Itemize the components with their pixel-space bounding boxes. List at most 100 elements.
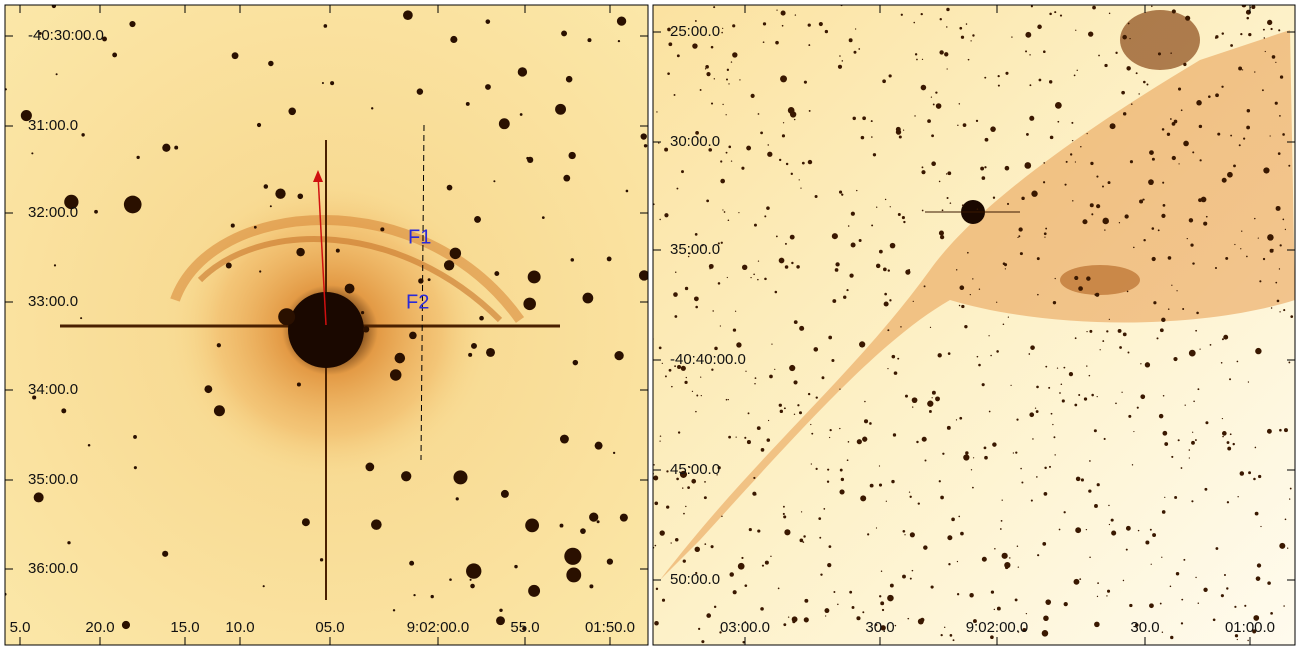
star	[403, 10, 413, 20]
star	[951, 518, 955, 522]
star	[455, 473, 458, 476]
star	[1097, 596, 1098, 597]
star	[728, 83, 729, 84]
star	[1115, 403, 1117, 405]
star	[1108, 181, 1111, 184]
star	[1260, 526, 1261, 527]
star	[735, 311, 736, 312]
star	[656, 588, 658, 590]
star	[1182, 308, 1184, 310]
star	[947, 426, 951, 430]
star	[1167, 133, 1170, 136]
star	[1275, 62, 1276, 63]
star	[791, 262, 793, 264]
star	[1241, 230, 1242, 231]
star	[879, 595, 881, 597]
star	[470, 579, 472, 581]
star	[1161, 557, 1162, 558]
star	[931, 96, 932, 97]
dec-label: 30:00.0	[670, 133, 720, 150]
star	[768, 144, 769, 145]
star	[1043, 181, 1045, 183]
star	[1191, 441, 1195, 445]
star	[1028, 353, 1030, 355]
star	[831, 359, 834, 362]
star	[1199, 125, 1202, 128]
star	[1289, 498, 1290, 499]
star	[889, 299, 891, 301]
star	[1140, 363, 1141, 364]
star	[644, 144, 647, 147]
star	[914, 115, 915, 116]
star	[431, 595, 434, 598]
star	[1091, 394, 1094, 397]
star	[1111, 519, 1114, 522]
star	[982, 176, 986, 180]
star	[714, 606, 716, 608]
star	[691, 479, 696, 484]
star	[695, 306, 698, 309]
star	[927, 119, 931, 123]
star	[839, 489, 844, 494]
star	[973, 457, 974, 458]
star	[959, 103, 960, 104]
star	[842, 60, 844, 62]
star	[1283, 605, 1285, 607]
star	[1256, 576, 1261, 581]
star	[750, 277, 751, 278]
star	[493, 180, 495, 182]
star	[791, 173, 793, 175]
star	[1086, 529, 1087, 530]
star	[1237, 496, 1238, 497]
star	[1242, 69, 1243, 70]
star	[1283, 309, 1285, 311]
star	[841, 478, 844, 481]
star	[1124, 214, 1128, 218]
star	[1222, 431, 1227, 436]
star	[982, 557, 987, 562]
star	[674, 315, 677, 318]
star	[1215, 35, 1218, 38]
star	[959, 417, 962, 420]
star	[654, 621, 659, 626]
star	[1171, 285, 1172, 286]
star	[1240, 33, 1242, 35]
star	[1227, 447, 1231, 451]
star	[728, 146, 731, 149]
star	[1143, 81, 1146, 84]
star	[1161, 214, 1165, 218]
star	[779, 404, 782, 407]
star	[1037, 294, 1039, 296]
star	[879, 465, 880, 466]
star	[1267, 429, 1272, 434]
star	[133, 435, 137, 439]
star	[1007, 203, 1009, 205]
star	[902, 216, 905, 219]
star	[728, 436, 731, 439]
star	[1127, 352, 1129, 354]
star	[1222, 418, 1223, 419]
star	[1192, 151, 1194, 153]
star	[927, 401, 933, 407]
star	[1205, 421, 1208, 424]
star	[1094, 429, 1097, 432]
star	[839, 55, 841, 57]
star	[1159, 414, 1164, 419]
star	[839, 191, 842, 194]
star	[824, 608, 829, 613]
star	[705, 65, 709, 69]
star	[929, 410, 932, 413]
star	[775, 41, 779, 45]
star	[1203, 588, 1207, 592]
star	[988, 335, 989, 336]
star	[882, 609, 884, 611]
star	[518, 67, 527, 76]
annotation: F1	[408, 226, 431, 248]
star	[849, 38, 853, 42]
star	[706, 613, 711, 618]
star	[726, 152, 728, 154]
star	[785, 243, 787, 245]
star	[930, 327, 931, 328]
star	[1078, 286, 1083, 291]
star	[231, 224, 235, 228]
